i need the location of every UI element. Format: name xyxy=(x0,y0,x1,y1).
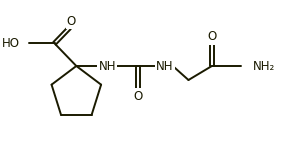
Text: NH: NH xyxy=(156,59,174,72)
Text: HO: HO xyxy=(2,37,20,50)
Text: O: O xyxy=(207,30,216,44)
Text: NH: NH xyxy=(98,59,116,72)
Text: O: O xyxy=(133,89,143,103)
Text: O: O xyxy=(67,15,76,28)
Text: NH₂: NH₂ xyxy=(252,59,275,72)
